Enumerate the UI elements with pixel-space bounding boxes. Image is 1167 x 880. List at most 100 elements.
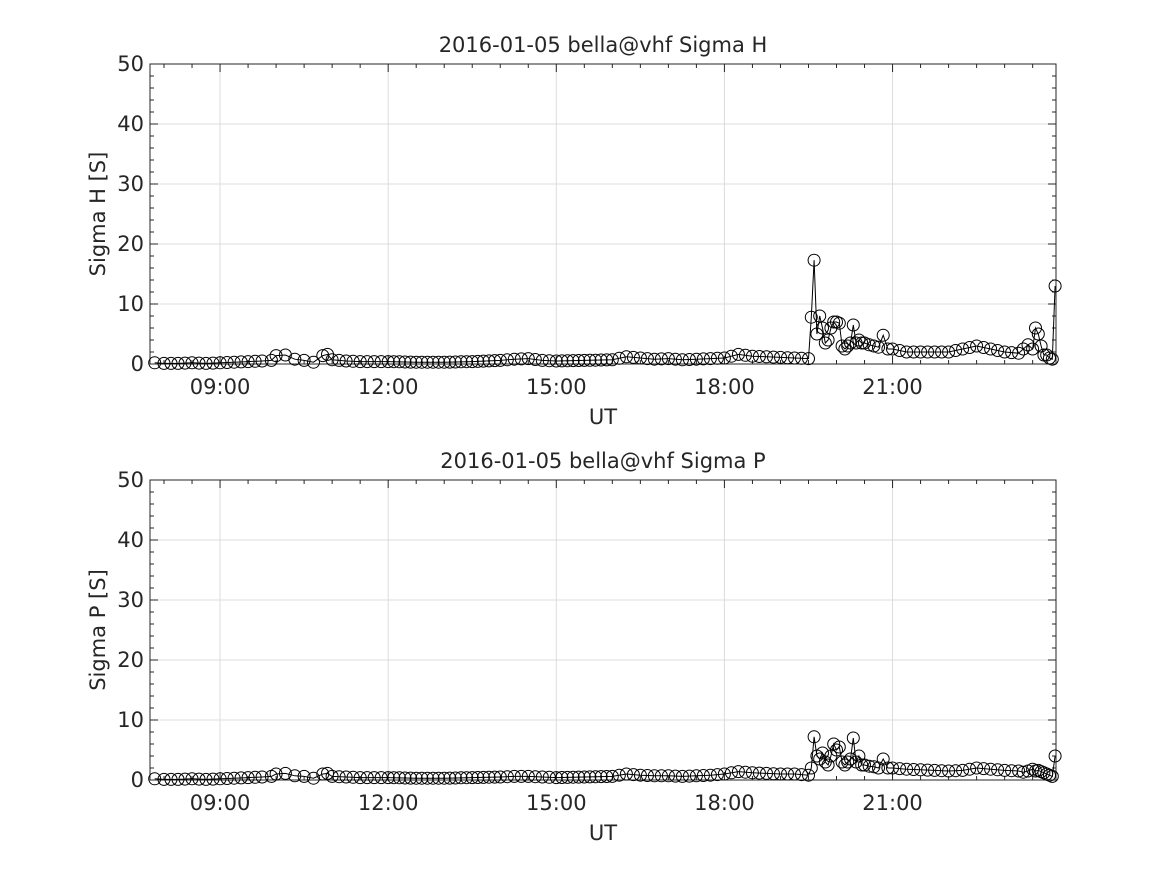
- data-point-interp: [738, 348, 752, 362]
- data-point-interp: [935, 764, 949, 778]
- x-tick-label: 12:00: [358, 791, 419, 815]
- data-point: [872, 340, 885, 354]
- data-point-interp: [482, 770, 496, 784]
- data-point-interp: [528, 353, 542, 366]
- data-point: [1016, 342, 1030, 356]
- data-point-interp: [654, 769, 668, 783]
- data-point: [535, 353, 549, 367]
- data-point-interp: [572, 770, 586, 784]
- data-point: [307, 355, 320, 369]
- y-tick-label: 20: [117, 648, 144, 672]
- data-point: [619, 350, 633, 364]
- data-point-interp: [374, 771, 388, 785]
- data-point-interp: [752, 350, 766, 363]
- data-point: [900, 762, 914, 776]
- data-point-interp: [514, 769, 528, 783]
- data-point-interp: [206, 772, 220, 786]
- data-point: [465, 355, 479, 369]
- data-point-interp: [332, 770, 346, 784]
- data-point-interp: [1005, 346, 1019, 360]
- x-tick-label: 09:00: [190, 791, 251, 815]
- data-point: [846, 318, 860, 332]
- data-point: [549, 354, 563, 368]
- data-point-interp: [963, 341, 977, 354]
- data-point-interp: [724, 766, 738, 780]
- data-point: [185, 356, 199, 370]
- data-point-interp: [977, 762, 991, 776]
- data-point-interp: [991, 763, 1005, 777]
- data-point: [353, 355, 367, 369]
- data-point-interp: [542, 770, 556, 784]
- data-point-interp: [626, 768, 640, 782]
- data-point: [970, 761, 984, 775]
- data-point-interp: [566, 770, 580, 784]
- data-point: [633, 768, 647, 782]
- data-point: [788, 351, 801, 365]
- data-point-interp: [332, 353, 346, 367]
- data-point: [821, 758, 835, 772]
- data-point: [1048, 279, 1062, 293]
- data-point-interp: [767, 350, 780, 364]
- data-point-interp: [443, 771, 457, 785]
- y-tick-label: 0: [131, 768, 144, 792]
- data-point: [549, 771, 563, 785]
- y-tick-label: 50: [117, 52, 144, 76]
- data-point: [832, 316, 846, 330]
- data-point: [827, 315, 841, 329]
- data-point: [703, 768, 717, 782]
- data-point: [647, 352, 661, 366]
- data-point-interp: [420, 771, 434, 785]
- data-point: [928, 763, 942, 777]
- data-point: [816, 746, 829, 760]
- data-point: [862, 759, 876, 773]
- data-point-interp: [346, 770, 360, 784]
- data-point: [661, 769, 675, 783]
- data-point: [316, 349, 330, 363]
- series-line: [154, 260, 1056, 364]
- data-point: [255, 354, 269, 368]
- y-axis-label: Sigma H [S]: [86, 152, 110, 277]
- data-point-interp: [178, 356, 192, 370]
- data-point-interp: [415, 771, 429, 785]
- data-point-interp: [893, 762, 907, 776]
- data-point-interp: [696, 352, 710, 366]
- data-point-interp: [583, 353, 597, 367]
- data-point: [807, 730, 821, 744]
- data-point-interp: [398, 771, 412, 785]
- data-point: [521, 769, 535, 783]
- data-point: [493, 353, 507, 367]
- chart-panel-2: 0 10 20 30 40 50 09:00 12:00 15:00 18:00 21:00 2016…: [86, 449, 1062, 845]
- data-point-interp: [589, 353, 602, 367]
- data-point: [381, 355, 395, 369]
- data-point: [577, 770, 591, 784]
- data-point-interp: [935, 345, 949, 359]
- data-point: [862, 338, 876, 352]
- data-point-interp: [346, 354, 360, 368]
- data-point-interp: [907, 763, 921, 776]
- data-point: [731, 765, 745, 779]
- data-point-interp: [963, 762, 977, 776]
- data-point-interp: [426, 771, 440, 785]
- data-point-interp: [907, 345, 921, 359]
- data-point: [465, 771, 479, 785]
- data-point-interp: [724, 349, 738, 363]
- data-point: [841, 755, 855, 769]
- data-point: [157, 356, 171, 370]
- data-point-interp: [555, 354, 569, 368]
- data-point: [984, 762, 998, 776]
- data-point-interp: [781, 351, 794, 365]
- data-point: [956, 763, 970, 777]
- data-point: [605, 353, 619, 367]
- x-tick-label: 18:00: [694, 791, 755, 815]
- data-point: [316, 767, 330, 781]
- data-point: [1048, 749, 1062, 763]
- data-point-interp: [454, 355, 468, 369]
- data-point-interp: [374, 355, 388, 369]
- data-point-interp: [387, 771, 401, 785]
- data-point: [507, 352, 521, 366]
- data-point-interp: [600, 770, 614, 783]
- data-point-interp: [392, 771, 406, 785]
- data-point: [731, 347, 745, 361]
- data-point-interp: [178, 772, 192, 786]
